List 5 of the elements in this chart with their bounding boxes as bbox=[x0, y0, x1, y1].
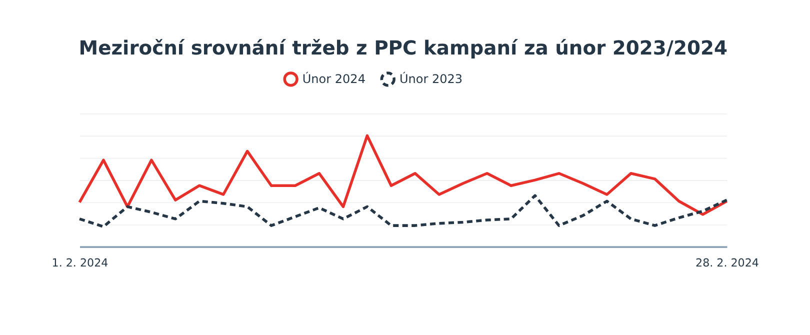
legend-label: Únor 2023 bbox=[399, 70, 463, 86]
x-tick-label: 28. 2. 2024 bbox=[696, 256, 759, 270]
x-tick-label: 1. 2. 2024 bbox=[52, 256, 108, 270]
chart-title: Meziroční srovnání tržeb z PPC kampaní za únor 2023/2024 bbox=[78, 36, 728, 60]
legend-label: Únor 2024 bbox=[302, 70, 366, 86]
